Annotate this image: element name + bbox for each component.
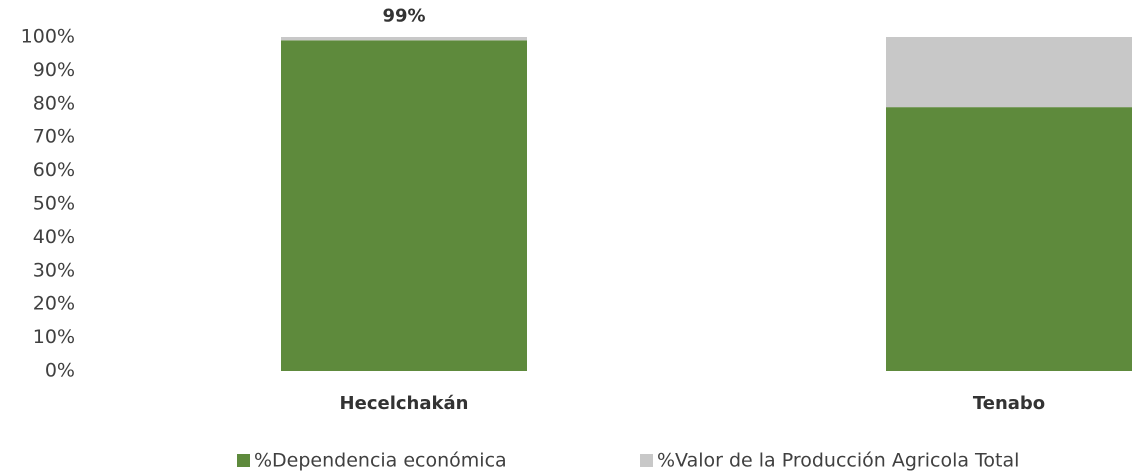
x-tick-label: Hecelchakán	[340, 393, 469, 414]
bar-segment	[886, 37, 1132, 108]
y-tick-label: 20%	[33, 293, 75, 315]
legend-label: %Valor de la Producción Agricola Total	[657, 450, 1019, 472]
y-tick-label: 30%	[33, 259, 75, 281]
x-tick-label: Tenabo	[973, 393, 1045, 414]
y-tick-label: 90%	[33, 59, 75, 81]
y-tick-label: 70%	[33, 126, 75, 148]
bar-segment	[886, 107, 1132, 371]
y-tick-label: 50%	[33, 193, 75, 215]
y-tick-label: 60%	[33, 159, 75, 181]
legend-swatch	[640, 454, 653, 467]
y-tick-label: 0%	[45, 360, 75, 382]
legend-swatch	[237, 454, 250, 467]
y-tick-label: 40%	[33, 226, 75, 248]
data-label: 99%	[382, 5, 425, 26]
legend-label: %Dependencia económica	[254, 450, 507, 472]
y-tick-label: 100%	[21, 26, 75, 48]
bar-segment	[281, 37, 527, 41]
y-tick-label: 80%	[33, 92, 75, 114]
bar-segment	[281, 40, 527, 372]
y-tick-label: 10%	[33, 326, 75, 348]
